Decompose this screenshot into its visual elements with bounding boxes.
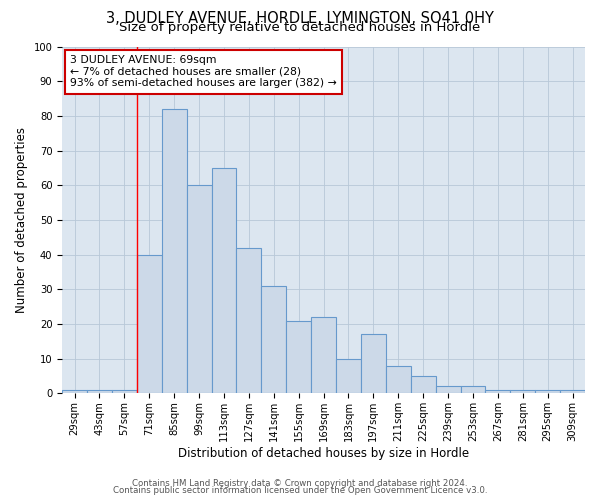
Bar — [236, 248, 262, 394]
Bar — [386, 366, 411, 394]
Text: Contains HM Land Registry data © Crown copyright and database right 2024.: Contains HM Land Registry data © Crown c… — [132, 478, 468, 488]
Y-axis label: Number of detached properties: Number of detached properties — [15, 127, 28, 313]
Bar — [212, 168, 236, 394]
Bar — [411, 376, 436, 394]
Text: Size of property relative to detached houses in Hordle: Size of property relative to detached ho… — [119, 22, 481, 35]
Text: Contains public sector information licensed under the Open Government Licence v3: Contains public sector information licen… — [113, 486, 487, 495]
Bar — [162, 109, 187, 394]
Bar — [262, 286, 286, 394]
Bar — [87, 390, 112, 394]
Bar — [436, 386, 461, 394]
Bar — [112, 390, 137, 394]
Bar — [361, 334, 386, 394]
Text: 3, DUDLEY AVENUE, HORDLE, LYMINGTON, SO41 0HY: 3, DUDLEY AVENUE, HORDLE, LYMINGTON, SO4… — [106, 11, 494, 26]
Bar — [311, 317, 336, 394]
Bar — [62, 390, 87, 394]
Bar — [286, 320, 311, 394]
Bar — [336, 358, 361, 394]
X-axis label: Distribution of detached houses by size in Hordle: Distribution of detached houses by size … — [178, 447, 469, 460]
Bar — [511, 390, 535, 394]
Bar — [485, 390, 511, 394]
Bar — [137, 254, 162, 394]
Bar — [187, 186, 212, 394]
Bar — [560, 390, 585, 394]
Bar — [535, 390, 560, 394]
Text: 3 DUDLEY AVENUE: 69sqm
← 7% of detached houses are smaller (28)
93% of semi-deta: 3 DUDLEY AVENUE: 69sqm ← 7% of detached … — [70, 55, 337, 88]
Bar — [461, 386, 485, 394]
